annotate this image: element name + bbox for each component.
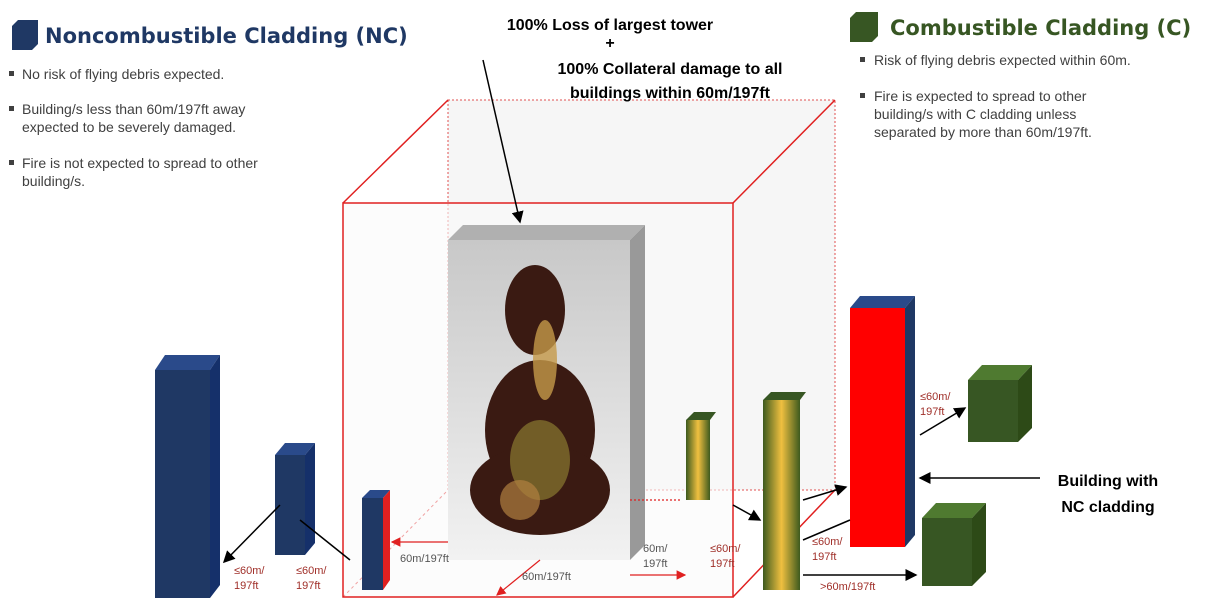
distance-label: 60m/197ft: [522, 571, 571, 583]
distance-label: 197ft: [296, 580, 320, 592]
callout-text: +: [605, 35, 614, 52]
nc-buildings: [155, 355, 390, 598]
bullet: building/s.: [22, 173, 85, 189]
bullet: building/s with C cladding unless: [874, 106, 1076, 122]
right-panel: Combustible Cladding (C) Risk of flying …: [850, 12, 1191, 140]
bullet: separated by more than 60m/197ft.: [874, 124, 1092, 140]
c-buildings: [686, 296, 1040, 590]
distance-label: 60m/197ft: [400, 553, 449, 565]
callout: 100% Loss of largest tower + 100% Collat…: [482, 17, 783, 224]
title: Combustible Cladding (C): [890, 16, 1191, 40]
bullet: Building/s less than 60m/197ft away: [22, 101, 245, 117]
title: Noncombustible Cladding (NC): [45, 24, 408, 48]
distance-label: 60m/: [643, 543, 668, 555]
distance-label: >60m/197ft: [820, 581, 875, 593]
distance-label: ≤60m/: [920, 391, 951, 403]
distance-label: 197ft: [920, 406, 944, 418]
note-text: Building with: [1058, 473, 1158, 490]
distance-arrows: [390, 499, 687, 596]
callout-text: 100% Collateral damage to all: [558, 61, 783, 78]
tower: [448, 225, 645, 560]
distance-label: 197ft: [710, 558, 734, 570]
distance-label: 197ft: [234, 580, 258, 592]
distance-labels: ≤60m/ 197ft ≤60m/ 197ft 60m/197ft 60m/19…: [234, 391, 951, 593]
callout-text: 100% Loss of largest tower: [507, 17, 713, 34]
distance-label: ≤60m/: [296, 565, 327, 577]
distance-label: 197ft: [643, 558, 667, 570]
callout-text: buildings within 60m/197ft: [570, 85, 771, 102]
bullet: Risk of flying debris expected within 60…: [874, 52, 1131, 68]
distance-label: 197ft: [812, 551, 836, 563]
bullet: Fire is expected to spread to other: [874, 88, 1087, 104]
distance-label: ≤60m/: [710, 543, 741, 555]
note-text: NC cladding: [1061, 499, 1154, 516]
left-panel: Noncombustible Cladding (NC) No risk of …: [9, 20, 408, 189]
icon: [850, 12, 878, 42]
building-note: Building with NC cladding: [1058, 473, 1158, 516]
distance-label: ≤60m/: [812, 536, 843, 548]
bullet: No risk of flying debris expected.: [22, 66, 224, 82]
icon: [12, 20, 38, 50]
distance-label: ≤60m/: [234, 565, 265, 577]
bullet: expected to be severely damaged.: [22, 119, 236, 135]
bullet: Fire is not expected to spread to other: [22, 155, 258, 171]
